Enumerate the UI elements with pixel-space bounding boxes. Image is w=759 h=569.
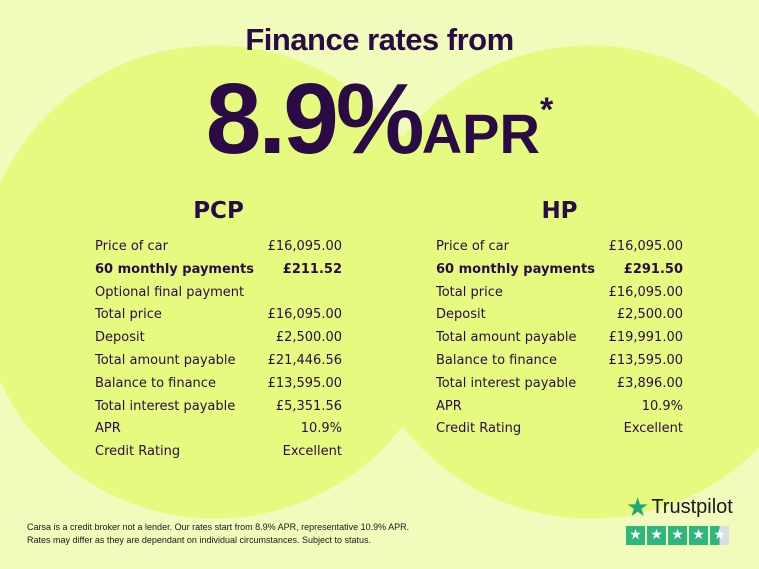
row-label: Price of car bbox=[95, 239, 168, 254]
table-row: Price of car £16,095.00 bbox=[436, 236, 683, 259]
hp-rows: Price of car £16,095.00 60 monthly payment… bbox=[436, 236, 683, 441]
row-label: Optional final payment bbox=[95, 284, 245, 300]
hp-table: HP Price of car £16,095.00 60 monthly paym… bbox=[436, 198, 683, 441]
row-value: £13,595.00 bbox=[267, 375, 342, 391]
star-icon: ★ bbox=[626, 526, 645, 545]
row-label: Total interest payable bbox=[95, 398, 236, 414]
hp-title: HP bbox=[541, 198, 578, 224]
table-row: Deposit £2,500.00 bbox=[436, 304, 683, 327]
row-value: £21,446.56 bbox=[267, 352, 342, 368]
row-value: £16,095.00 bbox=[608, 239, 683, 254]
row-value: £16,095.00 bbox=[608, 284, 683, 300]
row-value: Excellent bbox=[282, 444, 342, 460]
table-row: Total price £16,095.00 bbox=[95, 304, 342, 327]
row-value: £2,500.00 bbox=[616, 307, 683, 323]
table-row: Credit Rating Excellent bbox=[436, 418, 683, 441]
table-row: Total interest payable £5,351.56 bbox=[95, 396, 342, 419]
row-value: £19,991.00 bbox=[608, 330, 683, 346]
row-label: Total amount payable bbox=[436, 330, 577, 346]
row-value: £16,095.00 bbox=[267, 307, 342, 323]
row-label: Total interest payable bbox=[436, 375, 577, 391]
rate-value: 8.9% bbox=[205, 63, 425, 175]
row-label: Total price bbox=[436, 284, 503, 300]
row-value: £5,351.56 bbox=[275, 398, 342, 414]
row-label: Price of car bbox=[436, 239, 509, 254]
table-row: Total amount payable £19,991.00 bbox=[436, 327, 683, 350]
row-value: 10.9% bbox=[300, 421, 342, 437]
star-icon: ★ bbox=[668, 526, 687, 545]
trustpilot-badge: ★ Trustpilot ★ ★ ★ ★ ★ bbox=[626, 492, 733, 545]
row-value: £291.50 bbox=[623, 261, 683, 277]
rate-display: 8.9%APR* bbox=[0, 62, 759, 177]
table-row: Deposit £2,500.00 bbox=[95, 327, 342, 350]
table-row: 60 monthly payments £291.50 bbox=[436, 259, 683, 282]
apr-label: APR bbox=[421, 102, 540, 165]
row-label: Balance to finance bbox=[95, 375, 216, 391]
row-value: 10.9% bbox=[641, 398, 683, 414]
pcp-title: PCP bbox=[193, 198, 244, 224]
star-icon: ★ bbox=[647, 526, 666, 545]
table-row: Balance to finance £13,595.00 bbox=[95, 373, 342, 396]
table-row: 60 monthly payments £211.52 bbox=[95, 259, 342, 282]
star-icon: ★ bbox=[626, 492, 650, 522]
row-value: £2,500.00 bbox=[275, 330, 342, 346]
table-row: APR 10.9% bbox=[95, 418, 342, 441]
disclaimer-line-1: Carsa is a credit broker not a lender. O… bbox=[27, 522, 410, 532]
table-row: Total price £16,095.00 bbox=[436, 282, 683, 305]
table-row: Price of car £16,095.00 bbox=[95, 236, 342, 259]
trustpilot-name: Trustpilot bbox=[651, 496, 733, 518]
disclaimer: Carsa is a credit broker not a lender. O… bbox=[27, 521, 409, 547]
table-row: Credit Rating Excellent bbox=[95, 441, 342, 464]
table-row: Optional final payment bbox=[95, 282, 342, 305]
row-label: Deposit bbox=[95, 330, 145, 346]
row-value: £211.52 bbox=[282, 261, 342, 277]
row-value: £16,095.00 bbox=[267, 239, 342, 254]
table-row: APR 10.9% bbox=[436, 396, 683, 419]
row-label: APR bbox=[436, 398, 462, 414]
row-value: Excellent bbox=[623, 421, 683, 437]
row-label: 60 monthly payments bbox=[95, 261, 254, 277]
row-label: APR bbox=[95, 421, 121, 437]
row-value: £13,595.00 bbox=[608, 352, 683, 368]
row-value: £3,896.00 bbox=[616, 375, 683, 391]
rating-stars: ★ ★ ★ ★ ★ bbox=[626, 526, 733, 545]
table-row: Total amount payable £21,446.56 bbox=[95, 350, 342, 373]
star-icon: ★ bbox=[710, 526, 729, 545]
table-row: Balance to finance £13,595.00 bbox=[436, 350, 683, 373]
asterisk: * bbox=[539, 91, 554, 129]
row-label: Credit Rating bbox=[95, 444, 181, 460]
disclaimer-line-2: Rates may differ as they are dependant o… bbox=[27, 535, 372, 545]
table-row: Total interest payable £3,896.00 bbox=[436, 373, 683, 396]
row-label: Total amount payable bbox=[95, 352, 236, 368]
row-label: Total price bbox=[95, 307, 162, 323]
row-label: Credit Rating bbox=[436, 421, 522, 437]
pcp-table: PCP Price of car £16,095.00 60 monthly pay… bbox=[95, 198, 342, 464]
row-label: Deposit bbox=[436, 307, 486, 323]
trustpilot-logo: ★ Trustpilot bbox=[626, 492, 733, 523]
headline: Finance rates from bbox=[245, 22, 514, 57]
star-icon: ★ bbox=[689, 526, 708, 545]
row-label: 60 monthly payments bbox=[436, 261, 595, 277]
row-label: Balance to finance bbox=[436, 352, 557, 368]
pcp-rows: Price of car £16,095.00 60 monthly payment… bbox=[95, 236, 342, 464]
